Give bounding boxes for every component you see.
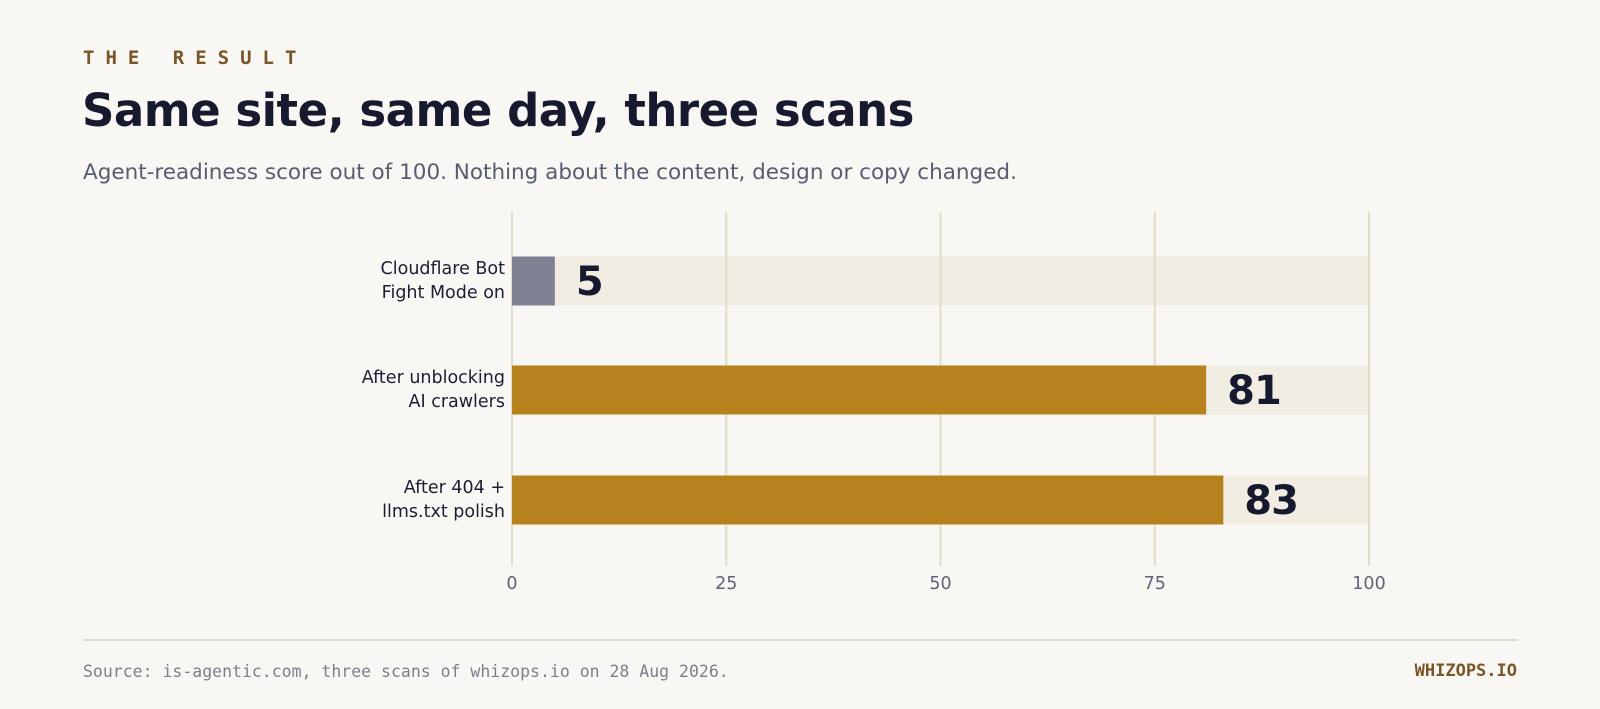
category-label-2-1: llms.txt polish	[382, 502, 505, 522]
bar-1	[512, 365, 1207, 415]
value-label-0: 5	[576, 259, 603, 305]
bar-2	[512, 475, 1224, 525]
bar-0	[512, 256, 555, 306]
tick-label-25: 25	[715, 574, 737, 594]
category-label-1-0: After unblocking	[362, 368, 505, 388]
tick-label-100: 100	[1352, 574, 1385, 594]
value-label-1: 81	[1227, 368, 1281, 414]
page-title: Same site, same day, three scans	[82, 84, 914, 137]
source-note: Source: is-agentic.com, three scans of w…	[83, 662, 729, 681]
category-label-2-0: After 404 +	[404, 478, 505, 498]
tick-label-0: 0	[506, 574, 517, 594]
category-label-0-1: Fight Mode on	[382, 283, 505, 303]
tick-label-75: 75	[1144, 574, 1166, 594]
category-label-0-0: Cloudflare Bot	[381, 259, 506, 279]
tick-label-50: 50	[929, 574, 951, 594]
brand-label: WHIZOPS.IO	[1414, 661, 1517, 681]
page-subtitle: Agent-readiness score out of 100. Nothin…	[83, 160, 1017, 185]
score-bar-chart: 5 81 83 Cloudflare Bot Fight Mode on After un…	[362, 212, 1386, 594]
category-label-1-1: AI crawlers	[409, 392, 506, 412]
eyebrow-label: THE RESULT	[83, 47, 308, 69]
footer-divider	[83, 639, 1518, 641]
value-label-2: 83	[1244, 478, 1298, 524]
